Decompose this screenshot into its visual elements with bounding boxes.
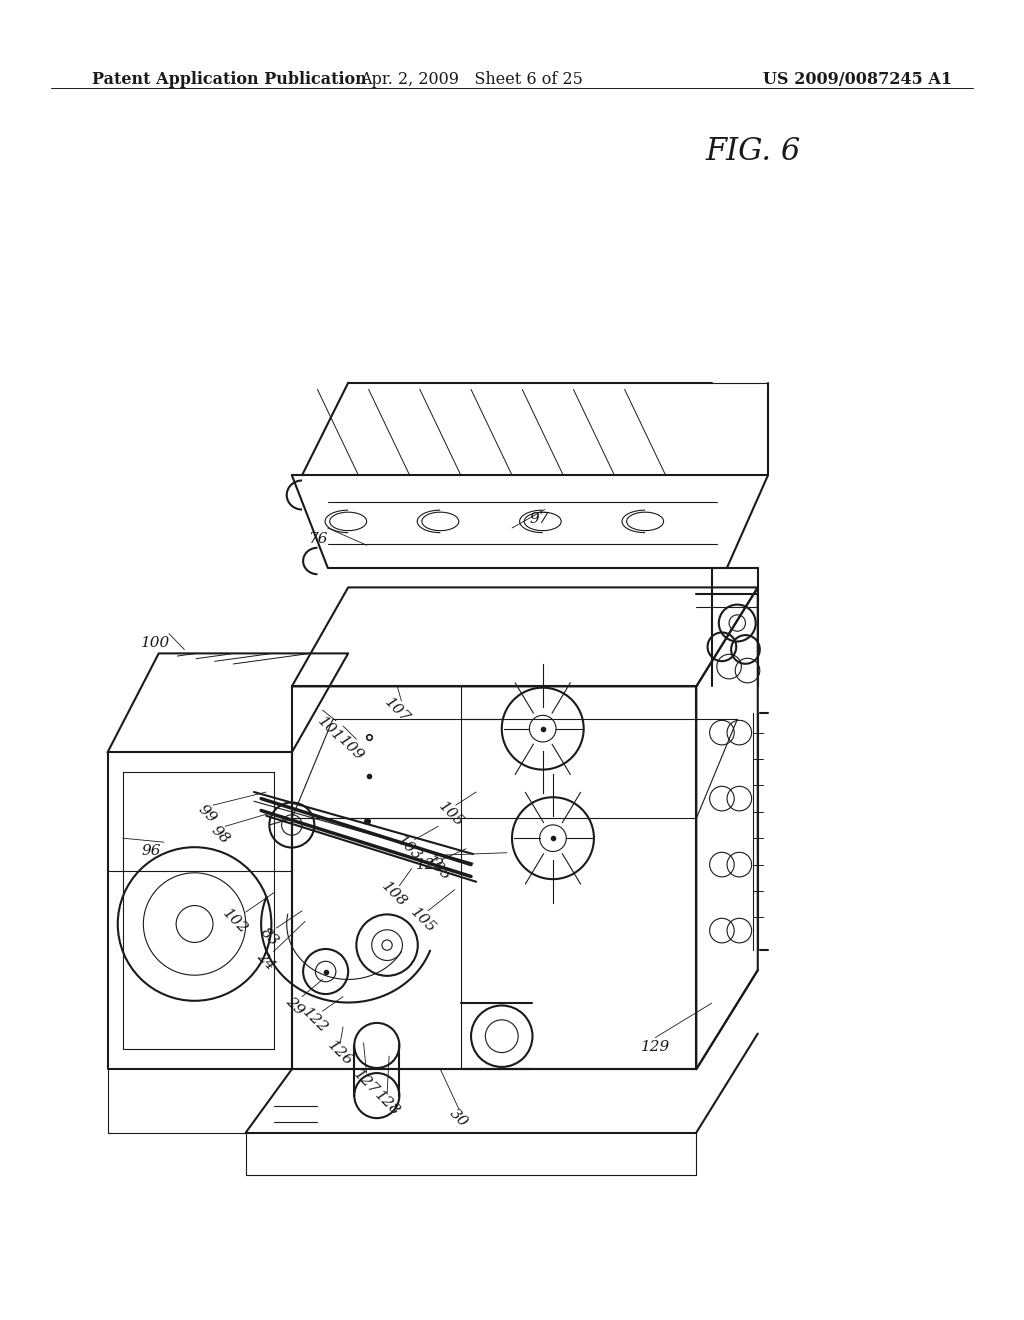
Text: 128: 128 [372,1088,402,1119]
Text: 24: 24 [254,949,279,973]
Text: 103: 103 [394,833,425,865]
Text: 108: 108 [379,879,410,911]
Text: 122: 122 [416,858,444,871]
Text: 97: 97 [529,512,550,525]
Text: 98: 98 [208,824,232,847]
Text: 105: 105 [423,853,454,884]
Text: 101: 101 [314,714,345,746]
Text: 30: 30 [446,1106,471,1130]
Text: 83: 83 [257,925,282,949]
Text: 100: 100 [141,636,170,649]
Text: 29: 29 [283,994,307,1018]
Text: 109: 109 [336,733,367,764]
Text: 96: 96 [141,845,162,858]
Text: Patent Application Publication: Patent Application Publication [92,71,367,87]
Text: 127: 127 [351,1067,382,1098]
Text: 107: 107 [382,694,413,726]
Text: Apr. 2, 2009   Sheet 6 of 25: Apr. 2, 2009 Sheet 6 of 25 [359,71,583,87]
Text: 102: 102 [220,906,251,937]
Text: FIG. 6: FIG. 6 [705,136,801,168]
Text: 105: 105 [436,799,467,830]
Text: 126: 126 [325,1038,355,1069]
Text: 99: 99 [195,803,219,826]
Text: 76: 76 [307,532,328,545]
Text: 105: 105 [408,904,438,936]
Text: US 2009/0087245 A1: US 2009/0087245 A1 [763,71,952,87]
Text: 122: 122 [300,1005,331,1036]
Text: 129: 129 [641,1040,670,1053]
